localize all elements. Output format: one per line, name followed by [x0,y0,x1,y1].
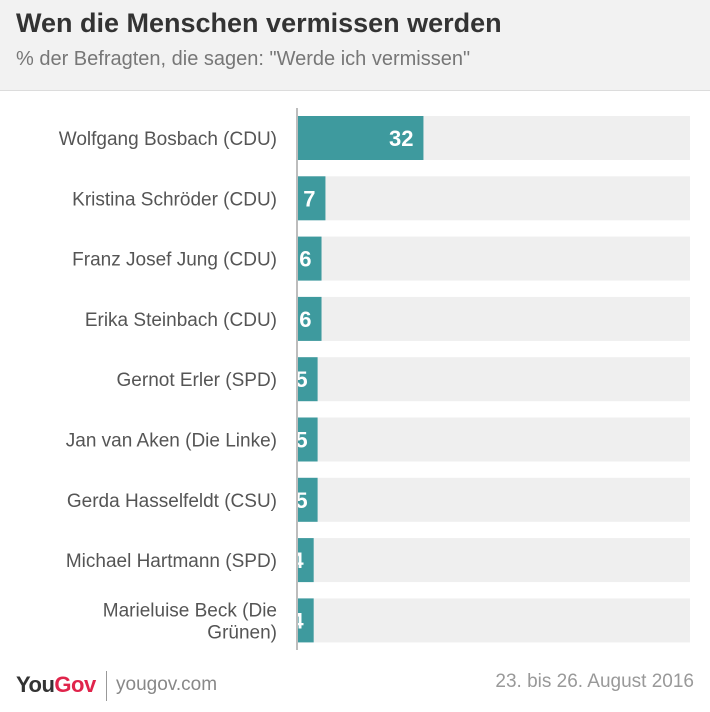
bar [298,357,318,402]
bar-track [298,477,690,522]
yougov-logo: YouGov [16,672,96,698]
bar [298,477,318,522]
bar-track [298,538,690,583]
logo-gov-text: Gov [54,672,96,697]
data-label: 5 [295,367,307,392]
chart-subtitle: % der Befragten, die sagen: "Werde ich v… [16,48,471,70]
bar [298,598,314,643]
data-label: 5 [295,428,307,453]
bar [298,417,318,462]
data-label: 32 [389,126,413,151]
category-label: Gernot Erler (SPD) [117,370,277,391]
data-label: 5 [295,488,307,513]
footer-date: 23. bis 26. August 2016 [495,671,694,692]
category-label: Gerda Hasselfeldt (CSU) [67,491,277,512]
data-label: 7 [303,186,315,211]
category-label: Kristina Schröder (CDU) [72,189,277,210]
bar-chart: 32 Wolfgang Bosbach (CDU) 7 Kristina Schröd… [59,108,690,650]
data-label: 6 [299,247,311,272]
bar [298,116,424,160]
bar [298,296,322,341]
category-label: Erika Steinbach (CDU) [85,310,277,331]
footer-divider [106,671,107,701]
logo-you-text: You [16,672,55,697]
bar [298,176,326,221]
data-label: 6 [299,307,311,332]
category-label: Jan van Aken (Die Linke) [66,431,277,452]
bar-track [298,417,690,462]
category-label: Marieluise Beck (Die [103,600,277,621]
bar-track [298,296,690,341]
bar [298,538,314,583]
footer-website: yougov.com [116,674,218,695]
bar-track [298,236,690,281]
bar-track [298,598,690,643]
category-label: Grünen) [207,622,277,643]
chart-title: Wen die Menschen vermissen werden [16,8,502,38]
bar-track [298,357,690,402]
bar-track [298,176,690,221]
header: Wen die Menschen vermissen werden % der … [0,0,710,91]
category-label: Michael Hartmann (SPD) [66,551,277,572]
category-label: Franz Josef Jung (CDU) [72,250,277,271]
bar [298,236,322,281]
category-label: Wolfgang Bosbach (CDU) [59,129,277,150]
